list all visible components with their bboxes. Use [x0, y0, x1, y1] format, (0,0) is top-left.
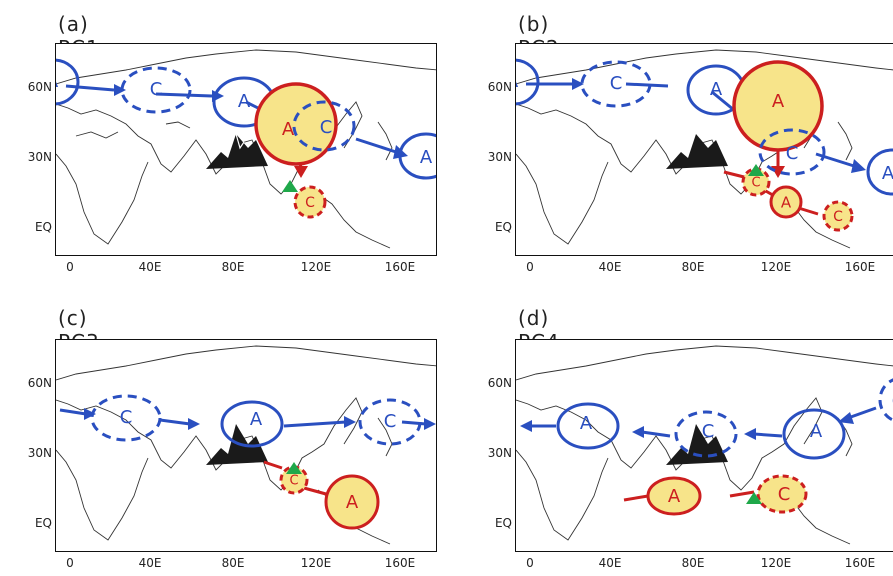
center-label: C — [702, 421, 715, 442]
x-tick-label: 0 — [526, 260, 534, 274]
map-frame: A C A A C A C — [55, 43, 437, 256]
x-tick-label: 40E — [138, 260, 162, 274]
pressure-centers — [56, 58, 436, 219]
map-canvas: C A C C A — [56, 345, 436, 545]
center-label: C — [778, 484, 791, 505]
center-label: C — [120, 407, 133, 428]
map-canvas: A C A A C A C A C — [516, 49, 893, 249]
marker-triangle — [746, 492, 762, 504]
y-tick-label: EQ — [494, 516, 512, 530]
y-tick-label: 60N — [487, 376, 512, 390]
center-label: C — [751, 176, 760, 191]
center-label: A — [420, 147, 433, 168]
x-tick-label: 160E — [384, 260, 416, 274]
x-tick-label: 80E — [221, 556, 245, 570]
cyclone-blue — [358, 398, 422, 446]
y-tick-label: 30N — [27, 150, 52, 164]
cyclone-blue — [674, 410, 738, 458]
mountain-icon — [666, 424, 728, 465]
center-label: C — [320, 117, 333, 138]
cyclone-blue — [120, 66, 192, 114]
center-label: A — [346, 492, 359, 513]
center-label: C — [892, 391, 893, 412]
x-tick-label: 120E — [300, 260, 332, 274]
marker-triangle — [748, 164, 764, 176]
anticyclone-red — [324, 474, 380, 530]
cyclone-red — [756, 474, 808, 514]
map-canvas: A C A C A C — [516, 345, 893, 545]
center-label: C — [384, 411, 397, 432]
center-label: A — [238, 91, 251, 112]
anticyclone-blue — [782, 408, 846, 460]
y-tick-label: 30N — [27, 446, 52, 460]
anticyclone-blue — [866, 148, 893, 196]
x-tick-label: 0 — [66, 556, 74, 570]
center-label: A — [282, 119, 295, 140]
x-tick-label: 0 — [66, 260, 74, 274]
cyclone-blue — [758, 128, 826, 176]
anticyclone-red — [254, 82, 338, 166]
anticyclone-blue — [556, 402, 620, 450]
anticyclone-blue — [56, 58, 80, 106]
x-tick-label: 160E — [384, 556, 416, 570]
mountain-icon — [666, 134, 728, 169]
y-tick-label: 60N — [27, 80, 52, 94]
cyclone-red — [293, 185, 327, 219]
center-label: A — [580, 413, 593, 434]
x-tick-label: 0 — [526, 556, 534, 570]
map-frame: A C A C A C — [515, 339, 893, 552]
center-label: A — [772, 91, 785, 112]
center-label: A — [516, 71, 519, 92]
map-frame: A C A A C A C A C — [515, 43, 893, 256]
y-tick-label: EQ — [34, 220, 52, 234]
anticyclone-blue — [220, 400, 284, 448]
y-tick-label: EQ — [494, 220, 512, 234]
cyclone-blue — [580, 60, 652, 108]
x-tick-label: 80E — [221, 260, 245, 274]
center-label: C — [289, 474, 298, 489]
x-tick-label: 120E — [760, 260, 792, 274]
y-tick-label: 30N — [487, 446, 512, 460]
anticyclone-blue — [398, 132, 436, 180]
center-label: A — [882, 163, 893, 184]
anticyclone-red — [646, 476, 702, 516]
x-tick-label: 120E — [760, 556, 792, 570]
mountain-icon — [206, 133, 268, 169]
y-tick-label: 30N — [487, 150, 512, 164]
anticyclone-blue — [516, 58, 540, 106]
y-tick-label: 60N — [487, 80, 512, 94]
x-tick-label: 40E — [598, 556, 622, 570]
center-label: A — [668, 486, 681, 507]
anticyclone-red — [732, 60, 824, 152]
marker-triangle — [286, 462, 302, 474]
center-label: C — [305, 195, 315, 211]
x-tick-label: 80E — [681, 260, 705, 274]
anticyclone-red — [769, 185, 803, 219]
center-label: A — [710, 79, 723, 100]
x-tick-label: 160E — [844, 556, 876, 570]
center-label: C — [786, 143, 799, 164]
x-tick-label: 40E — [138, 556, 162, 570]
cyclone-red — [822, 200, 854, 232]
map-canvas: A C A A C A C — [56, 49, 436, 249]
y-tick-label: 60N — [27, 376, 52, 390]
map-frame: C A C C A — [55, 339, 437, 552]
x-tick-label: 120E — [300, 556, 332, 570]
center-label: C — [150, 79, 163, 100]
x-tick-label: 80E — [681, 556, 705, 570]
marker-triangle — [282, 180, 298, 192]
center-label: A — [810, 421, 823, 442]
center-label: A — [56, 71, 59, 92]
x-tick-label: 40E — [598, 260, 622, 274]
center-label: A — [781, 194, 792, 212]
x-tick-label: 160E — [844, 260, 876, 274]
center-label: A — [250, 409, 263, 430]
cyclone-blue — [878, 378, 893, 422]
cyclone-blue — [292, 100, 356, 152]
center-label: C — [833, 209, 843, 225]
center-label: C — [610, 73, 623, 94]
y-tick-label: EQ — [34, 516, 52, 530]
cyclone-blue — [90, 394, 162, 442]
